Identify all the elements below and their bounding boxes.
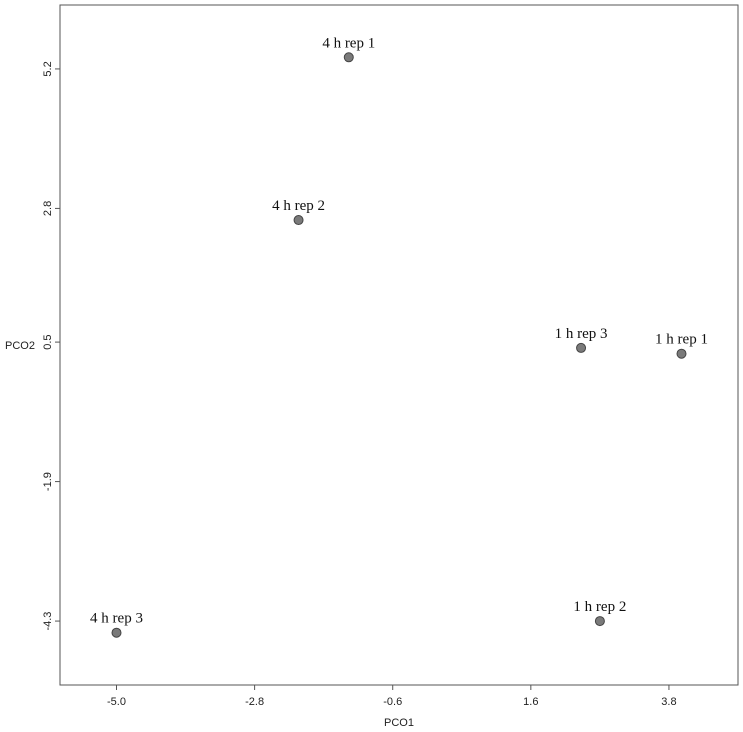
y-axis: 5.2 2.8 0.5 -1.9 -4.3 xyxy=(42,61,60,631)
data-point-label: 4 h rep 2 xyxy=(272,198,325,214)
data-point xyxy=(293,215,304,226)
x-axis-label: PCO1 xyxy=(384,717,414,729)
y-tick-label: -4.3 xyxy=(42,612,54,631)
x-tick-label: 1.6 xyxy=(523,696,538,708)
x-axis: -5.0 -2.8 -0.6 1.6 3.8 xyxy=(107,685,677,708)
y-tick-label: 0.5 xyxy=(42,334,54,349)
data-points: 4 h rep 1 4 h rep 2 1 h rep 3 1 h rep 1 4 h … xyxy=(90,35,708,638)
data-point-label: 4 h rep 3 xyxy=(90,611,143,627)
data-point xyxy=(343,52,354,63)
data-point xyxy=(111,627,122,638)
data-point-label: 1 h rep 2 xyxy=(573,599,626,615)
x-tick-label: 3.8 xyxy=(661,696,676,708)
y-tick-label: 2.8 xyxy=(42,201,54,216)
data-point xyxy=(676,348,687,359)
x-tick-label: -0.6 xyxy=(383,696,402,708)
plot-frame xyxy=(59,4,739,686)
data-point-label: 1 h rep 1 xyxy=(655,332,708,348)
data-point-label: 4 h rep 1 xyxy=(322,35,375,51)
data-point xyxy=(594,616,605,627)
y-tick-label: -1.9 xyxy=(42,472,54,491)
y-tick-label: 5.2 xyxy=(42,61,54,76)
x-tick-label: -5.0 xyxy=(107,696,126,708)
data-point-label: 1 h rep 3 xyxy=(555,326,608,342)
x-tick-label: -2.8 xyxy=(245,696,264,708)
data-point xyxy=(576,342,587,353)
y-axis-label: PCO2 xyxy=(5,340,35,352)
